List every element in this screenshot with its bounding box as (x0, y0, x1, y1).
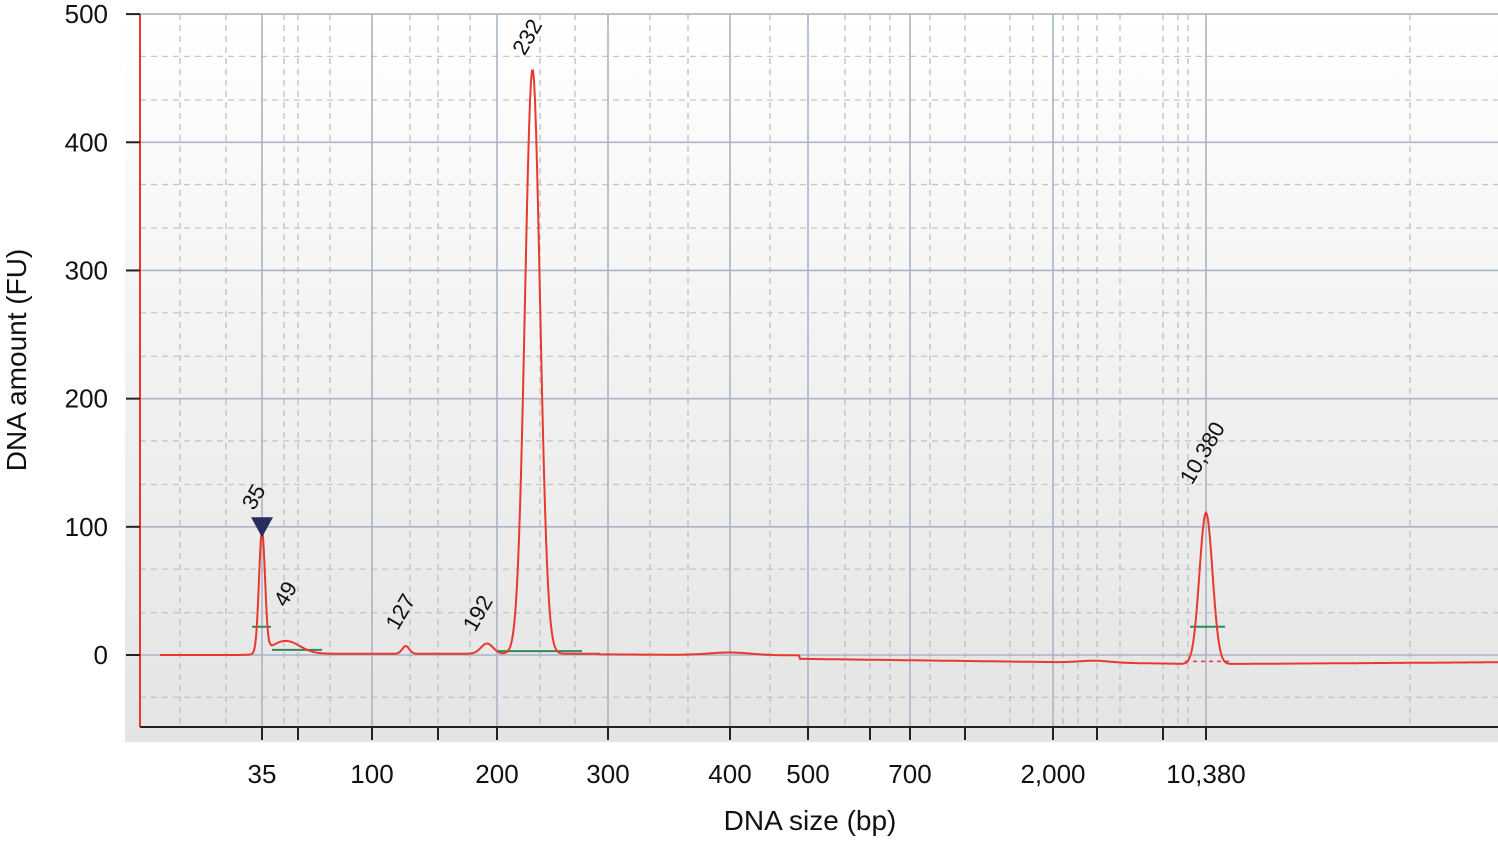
y-tick-label: 500 (65, 0, 108, 29)
x-tick-labels: 35 100 200 300 400 500 700 2,000 10,380 (248, 759, 1246, 789)
major-gridlines (140, 13, 1498, 727)
x-tick-label: 10,380 (1166, 759, 1246, 789)
axes (126, 13, 1498, 740)
trace-group (160, 69, 1498, 665)
y-axis-title: DNA amount (FU) (1, 249, 32, 472)
trace-line (160, 69, 1498, 665)
x-tick-label: 2,000 (1020, 759, 1085, 789)
x-tick-label: 500 (786, 759, 829, 789)
x-axis-title: DNA size (bp) (724, 805, 897, 836)
y-tick-label: 300 (65, 255, 108, 285)
marker-group (251, 517, 273, 538)
x-tick-label: 700 (888, 759, 931, 789)
y-tick-label: 100 (65, 512, 108, 542)
x-tick-label: 100 (350, 759, 393, 789)
minor-gridlines (140, 14, 1498, 727)
x-tick-label: 35 (248, 759, 277, 789)
plot-area-background (125, 14, 1498, 742)
y-tick-label: 0 (94, 640, 108, 670)
x-tick-label: 300 (586, 759, 629, 789)
x-tick-label: 400 (708, 759, 751, 789)
y-tick-label: 200 (65, 384, 108, 414)
x-tick-label: 200 (475, 759, 518, 789)
marker-triangle (251, 517, 273, 538)
y-tick-label: 400 (65, 127, 108, 157)
y-tick-labels: 0 100 200 300 400 500 (65, 0, 108, 670)
